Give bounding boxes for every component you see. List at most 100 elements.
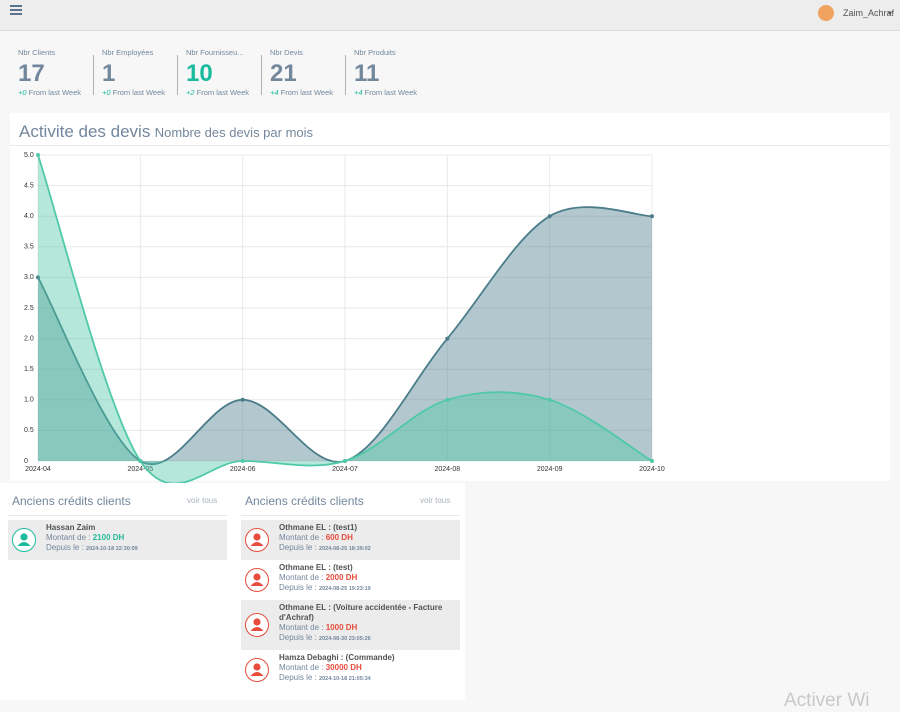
head (253, 662, 261, 671)
amount: 2100 DH (92, 533, 125, 542)
amount-line: Montant de : 2000 DH (279, 573, 454, 583)
item-text: Hassan Zaim Montant de : 2100 DH Depuis le… (46, 523, 221, 554)
point (138, 459, 143, 463)
stat-value: 17 (18, 60, 45, 87)
x-tick-label: 2024-08 (434, 466, 460, 473)
area (38, 155, 652, 484)
stat-change: +0 From last Week (102, 88, 165, 97)
change-note: From last Week (364, 88, 418, 97)
change-note: From last Week (280, 88, 334, 97)
amount-label: Montant de : (279, 533, 324, 542)
date-label: Depuis le : (279, 673, 317, 682)
y-tick-label: 0 (24, 458, 28, 465)
body (250, 581, 264, 586)
amount-label: Montant de : (279, 623, 324, 632)
change-note: From last Week (28, 88, 82, 97)
amount: 2000 DH (325, 573, 358, 582)
change-value: +0 (18, 88, 27, 97)
person-icon (250, 532, 264, 546)
line (37, 206, 653, 465)
amount-label: Montant de : (279, 663, 324, 672)
body (250, 541, 264, 546)
y-tick-label: 3.0 (24, 274, 34, 281)
avatar[interactable] (818, 5, 834, 21)
menu-icon[interactable] (10, 9, 22, 11)
divider (241, 515, 460, 516)
y-tick-label: 1.0 (24, 397, 34, 404)
y-tick-label: 0.5 (24, 427, 34, 434)
icon (245, 657, 269, 682)
item-name: Othmane EL : (test) (279, 563, 353, 572)
bottom-area: Anciens crédits clients voir tous Hassan Z… (0, 483, 465, 700)
watermark: Activer Wi (784, 690, 870, 711)
icon (245, 612, 269, 637)
amount-line: Montant de : 30000 DH (279, 663, 454, 673)
stat-change: +4 From last Week (270, 88, 333, 97)
y-tick-label: 2.5 (24, 305, 34, 312)
stat-label: Nbr Clients (18, 48, 56, 57)
change-value: +2 (186, 88, 195, 97)
item-text: Hamza Debaghi : (Commande) Montant de : 3… (279, 653, 454, 684)
separator (93, 55, 94, 95)
stat-label: Nbr Devis (270, 48, 303, 57)
x-tick-label: 2024-06 (230, 466, 256, 473)
date-label: Depuis le : (46, 543, 84, 552)
point (240, 397, 245, 402)
line (37, 154, 653, 485)
date-label: Depuis le : (279, 633, 317, 642)
body (250, 671, 264, 676)
change-value: +4 (270, 88, 279, 97)
credit-item: Othmane EL : (Voiture accidentée - Factu… (241, 600, 460, 650)
x-tick-label: 2024-07 (332, 466, 358, 473)
head (253, 572, 261, 581)
amount-label: Montant de : (279, 573, 324, 582)
body (250, 626, 264, 631)
icon (12, 527, 36, 552)
person-icon (250, 617, 264, 631)
point (36, 153, 40, 157)
change-note: From last Week (196, 88, 250, 97)
stat-label: Nbr Employées (102, 48, 154, 57)
menu-icon[interactable] (10, 5, 22, 7)
point (36, 275, 40, 280)
y-tick-label: 1.5 (24, 366, 34, 373)
date-line: Depuis le : 2024-08-25 18:39:02 (279, 543, 454, 554)
panel-link[interactable]: voir tous (420, 496, 451, 505)
amount: 600 DH (325, 533, 353, 542)
point (343, 459, 347, 463)
stat-change: +0 From last Week (18, 88, 81, 97)
person-icon (250, 572, 264, 586)
point (445, 397, 450, 402)
panel-title: Anciens crédits clients (245, 494, 364, 508)
caret[interactable] (888, 12, 892, 15)
separator (345, 55, 346, 95)
date: 2024-10-18 22:30:09 (86, 546, 138, 552)
user-name[interactable]: Zaim_Achraf (843, 8, 895, 18)
separator (261, 55, 262, 95)
stat-label: Nbr Fournisseu... (186, 48, 244, 57)
chart-heading: Activite des devis Nombre des devis par … (19, 122, 313, 142)
menu-icon[interactable] (10, 13, 22, 15)
panel-link[interactable]: voir tous (187, 496, 218, 505)
chart-panel: Activite des devis Nombre des devis par … (10, 113, 890, 481)
credit-item: Othmane EL : (test) Montant de : 2000 DH D… (241, 560, 460, 600)
divider (10, 145, 890, 146)
divider (8, 515, 227, 516)
stat-label: Nbr Produits (354, 48, 396, 57)
y-tick-label: 3.5 (24, 244, 34, 251)
amount: 30000 DH (325, 663, 362, 672)
x-tick-label: 2024-10 (639, 466, 665, 473)
y-tick-label: 4.5 (24, 182, 34, 189)
panel-title: Anciens crédits clients (12, 494, 131, 508)
separator (177, 55, 178, 95)
stat-value: 11 (354, 60, 380, 87)
amount-line: Montant de : 2100 DH (46, 533, 221, 543)
date-line: Depuis le : 2024-10-18 21:05:34 (279, 673, 454, 684)
stat-value: 1 (102, 60, 116, 87)
point (650, 459, 654, 463)
date: 2024-10-18 21:05:34 (319, 676, 371, 682)
point (547, 214, 552, 219)
amount-label: Montant de : (46, 533, 91, 542)
credit-item: Hassan Zaim Montant de : 2100 DH Depuis le… (8, 520, 227, 560)
